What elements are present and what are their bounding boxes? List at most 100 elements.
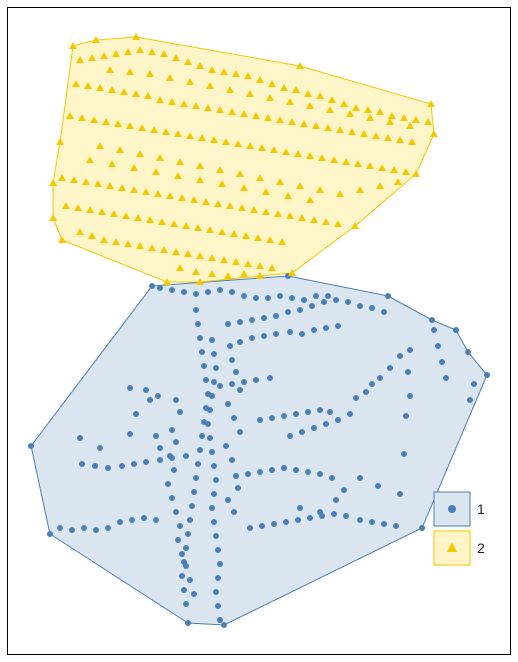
data-point-series-1 [347,411,353,417]
data-point-series-1 [171,467,177,473]
data-point-series-2 [174,172,182,179]
data-point-series-2 [288,118,296,125]
data-point-series-2 [240,270,248,277]
data-point-series-2 [304,90,312,97]
data-point-series-1 [143,387,149,393]
data-point-series-1 [317,509,323,515]
data-point-series-1 [229,457,235,463]
data-point-series-2 [148,244,156,251]
data-point-series-1 [235,485,241,491]
data-point-series-2 [160,246,168,253]
data-point-series-1 [335,417,341,423]
data-point-series-1 [215,547,221,553]
data-point-series-2 [194,224,202,231]
data-point-series-1 [311,425,317,431]
data-point-series-1 [419,525,425,531]
data-point-series-1 [173,397,179,403]
data-point-series-2 [400,114,408,121]
data-point-series-1 [217,287,223,293]
data-point-series-2 [174,130,182,137]
data-point-series-2 [230,230,238,237]
data-point-series-2 [110,210,118,217]
data-point-series-2 [124,48,132,55]
data-point-series-1 [335,323,341,329]
data-point-series-2 [206,82,214,89]
data-point-series-2 [92,36,100,43]
data-point-series-1 [211,379,217,385]
data-point-series-2 [296,62,304,69]
data-point-series-2 [298,214,306,221]
data-point-series-2 [312,122,320,129]
data-point-series-2 [364,106,372,113]
data-point-series-2 [90,116,98,123]
data-point-series-2 [156,96,164,103]
data-point-series-2 [130,164,138,171]
data-point-series-1 [397,491,403,497]
data-point-series-1 [257,469,263,475]
data-point-series-1 [465,349,471,355]
data-point-series-1 [375,483,381,489]
data-point-series-2 [170,220,178,227]
data-point-series-2 [208,66,216,73]
data-point-series-2 [172,248,180,255]
data-point-series-1 [405,369,411,375]
data-point-series-2 [412,116,420,123]
data-point-series-2 [166,74,174,81]
data-point-series-1 [369,305,375,311]
data-point-series-1 [155,393,161,399]
data-point-series-1 [129,517,135,523]
data-point-series-1 [333,497,339,503]
data-point-series-2 [130,186,138,193]
data-point-series-2 [132,90,140,97]
data-point-series-2 [430,130,438,137]
data-point-series-2 [262,188,270,195]
data-point-series-2 [256,174,264,181]
data-point-series-1 [211,463,217,469]
data-point-series-1 [261,315,267,321]
data-point-series-1 [353,395,359,401]
data-point-series-2 [278,238,286,245]
data-point-series-2 [246,142,254,149]
data-point-series-2 [270,146,278,153]
data-point-series-1 [443,375,449,381]
data-point-series-1 [147,397,153,403]
data-point-series-2 [412,170,420,177]
data-point-series-1 [143,459,149,465]
data-point-series-2 [384,134,392,141]
data-point-series-1 [92,463,98,469]
data-point-series-1 [179,551,185,557]
data-point-series-2 [388,112,396,119]
data-point-series-2 [100,236,108,243]
data-point-series-2 [234,140,242,147]
data-point-series-2 [198,134,206,141]
data-point-series-2 [100,52,108,59]
data-point-series-1 [191,489,197,495]
data-point-series-1 [213,477,219,483]
data-point-series-2 [402,168,410,175]
data-point-series-1 [233,473,239,479]
data-point-series-2 [112,50,120,57]
data-point-series-2 [88,54,96,61]
data-point-series-2 [316,92,324,99]
data-point-series-1 [241,379,247,385]
data-point-series-2 [406,122,414,129]
data-point-series-2 [150,126,158,133]
data-point-series-2 [196,176,204,183]
data-point-series-1 [269,467,275,473]
data-point-series-1 [183,563,189,569]
data-point-series-1 [285,309,291,315]
data-point-series-1 [265,295,271,301]
data-point-series-1 [407,347,413,353]
data-point-series-1 [237,429,243,435]
data-point-series-1 [217,617,223,623]
data-point-series-1 [215,603,221,609]
data-point-series-2 [306,102,314,109]
data-point-series-2 [264,114,272,121]
data-point-series-2 [240,184,248,191]
data-point-series-1 [209,393,215,399]
data-point-series-1 [287,433,293,439]
data-point-series-1 [381,309,387,315]
data-point-series-1 [403,413,409,419]
data-point-series-2 [146,216,154,223]
data-point-series-1 [185,620,191,626]
